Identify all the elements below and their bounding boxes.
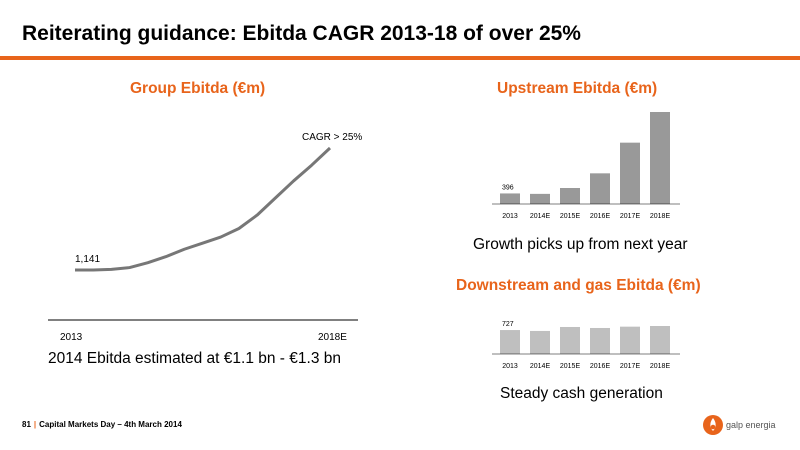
slide-title: Reiterating guidance: Ebitda CAGR 2013-1… xyxy=(22,22,581,45)
upstream-ebitda-x-tick: 2016E xyxy=(590,213,611,220)
upstream-ebitda-x-tick: 2017E xyxy=(620,213,641,220)
downstream-ebitda-caption: Steady cash generation xyxy=(500,385,663,402)
downstream-ebitda-x-tick: 2015E xyxy=(560,363,581,370)
upstream-ebitda-x-tick: 2014E xyxy=(530,213,551,220)
upstream-ebitda-caption: Growth picks up from next year xyxy=(473,236,688,253)
downstream-ebitda-data-label: 727 xyxy=(502,321,514,328)
page-number: 81 xyxy=(22,420,31,429)
upstream-ebitda-bar xyxy=(590,173,610,204)
galp-flame-icon xyxy=(703,415,723,435)
title-divider xyxy=(0,56,800,60)
upstream-ebitda-title: Upstream Ebitda (€m) xyxy=(497,80,658,97)
downstream-ebitda-x-tick: 2016E xyxy=(590,363,611,370)
upstream-ebitda-bar xyxy=(500,193,520,204)
footer-separator: | xyxy=(33,420,37,429)
upstream-ebitda-data-label: 396 xyxy=(502,184,514,191)
group-ebitda-start-label: 1,141 xyxy=(75,254,100,265)
upstream-ebitda-bar xyxy=(650,112,670,204)
downstream-ebitda-bar xyxy=(650,326,670,354)
group-ebitda-cagr-annotation: CAGR > 25% xyxy=(302,132,362,143)
downstream-ebitda-bar xyxy=(590,327,610,354)
upstream-ebitda-x-tick: 2015E xyxy=(560,213,581,220)
upstream-ebitda-bar xyxy=(560,188,580,204)
group-ebitda-line xyxy=(75,146,332,272)
downstream-ebitda-bar xyxy=(560,326,580,354)
downstream-ebitda-bar xyxy=(500,330,520,354)
downstream-ebitda-bar xyxy=(620,326,640,354)
group-ebitda-x-tick: 2013 xyxy=(60,332,83,343)
footer: 81 | Capital Markets Day – 4th March 2014 xyxy=(22,420,182,429)
group-ebitda-caption: 2014 Ebitda estimated at €1.1 bn - €1.3 … xyxy=(48,350,341,367)
group-ebitda-title: Group Ebitda (€m) xyxy=(130,80,266,97)
upstream-ebitda-bar xyxy=(620,142,640,204)
group-ebitda-x-tick: 2018E xyxy=(318,332,347,343)
downstream-ebitda-bar xyxy=(530,330,550,354)
upstream-ebitda-bar xyxy=(530,193,550,204)
downstream-ebitda-title: Downstream and gas Ebitda (€m) xyxy=(456,277,701,294)
downstream-ebitda-x-tick: 2014E xyxy=(530,363,551,370)
downstream-ebitda-x-tick: 2017E xyxy=(620,363,641,370)
upstream-ebitda-x-tick: 2013 xyxy=(502,213,518,220)
downstream-ebitda-x-tick: 2018E xyxy=(650,363,671,370)
upstream-ebitda-x-tick: 2018E xyxy=(650,213,671,220)
downstream-ebitda-x-tick: 2013 xyxy=(502,363,518,370)
footer-text: Capital Markets Day – 4th March 2014 xyxy=(39,420,182,429)
galp-logo-text: galp energia xyxy=(726,420,776,430)
